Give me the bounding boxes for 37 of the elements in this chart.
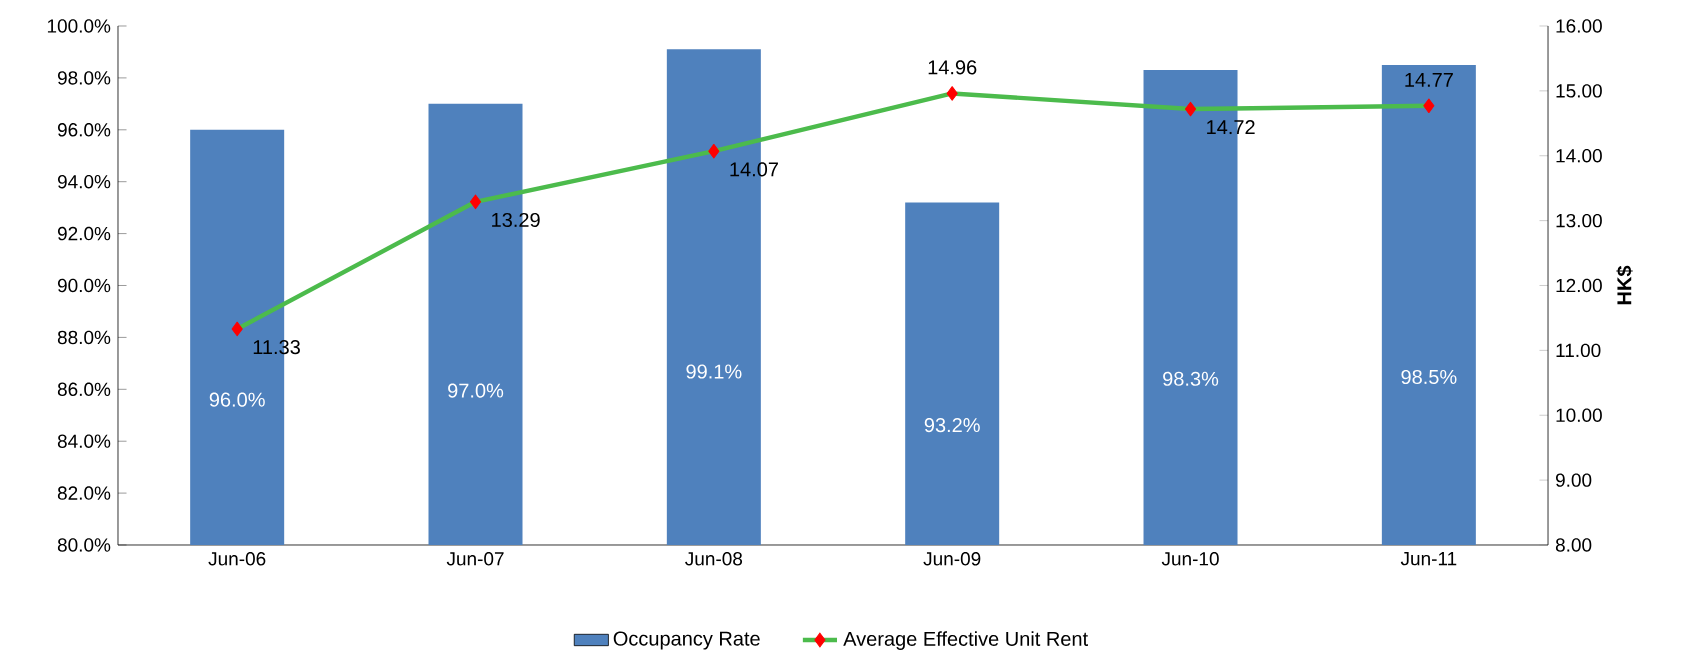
- data-label: 14.77: [1405, 72, 1453, 87]
- data-label: 98.5%: [1401, 369, 1457, 385]
- y-tick-label: 90.0%: [57, 278, 111, 293]
- legend-label: Average Effective Unit Rent: [843, 631, 1088, 650]
- data-label: 99.1%: [686, 364, 742, 379]
- data-label: 96.0%: [209, 392, 265, 407]
- y-tick-label: 96.0%: [57, 123, 111, 137]
- y2-tick-label: 9.00: [1555, 473, 1592, 487]
- y-tick-label: 84.0%: [57, 434, 111, 448]
- data-label: 97.0%: [448, 383, 504, 398]
- x-tick-label: Jun-11: [1400, 552, 1457, 566]
- y2-tick-label: 12.00: [1556, 278, 1602, 293]
- x-tick-label: Jun-09: [923, 552, 981, 566]
- y2-tick-label: 13.00: [1556, 213, 1602, 228]
- y2-tick-label: 10.00: [1556, 408, 1602, 422]
- y2-tick-label: 15.00: [1556, 84, 1602, 98]
- data-label: 93.2%: [924, 418, 980, 433]
- y2-tick-label: 8.00: [1555, 538, 1592, 552]
- y-tick-label: 80.0%: [57, 538, 111, 552]
- y-tick-label: 94.0%: [57, 174, 111, 189]
- data-label: 14.96: [928, 60, 977, 75]
- y2-tick-label: 14.00: [1556, 149, 1602, 163]
- y2-axis-title: HK$: [1616, 265, 1633, 305]
- x-tick-label: Jun-10: [1161, 552, 1219, 566]
- y2-tick-label: 11.00: [1556, 343, 1601, 358]
- y-tick-label: 86.0%: [57, 382, 111, 397]
- legend-label: Occupancy Rate: [613, 631, 760, 650]
- y-tick-label: 88.0%: [57, 330, 111, 345]
- y-tick-label: 82.0%: [57, 486, 111, 500]
- y-tick-label: 100.0%: [47, 19, 111, 33]
- y2-tick-label: 16.00: [1556, 19, 1602, 33]
- x-tick-label: Jun-06: [208, 552, 266, 566]
- x-tick-label: Jun-08: [685, 552, 743, 566]
- x-tick-label: Jun-07: [446, 552, 504, 566]
- y-tick-label: 98.0%: [57, 71, 111, 85]
- y-tick-label: 92.0%: [57, 226, 111, 241]
- data-label: 98.3%: [1163, 371, 1219, 386]
